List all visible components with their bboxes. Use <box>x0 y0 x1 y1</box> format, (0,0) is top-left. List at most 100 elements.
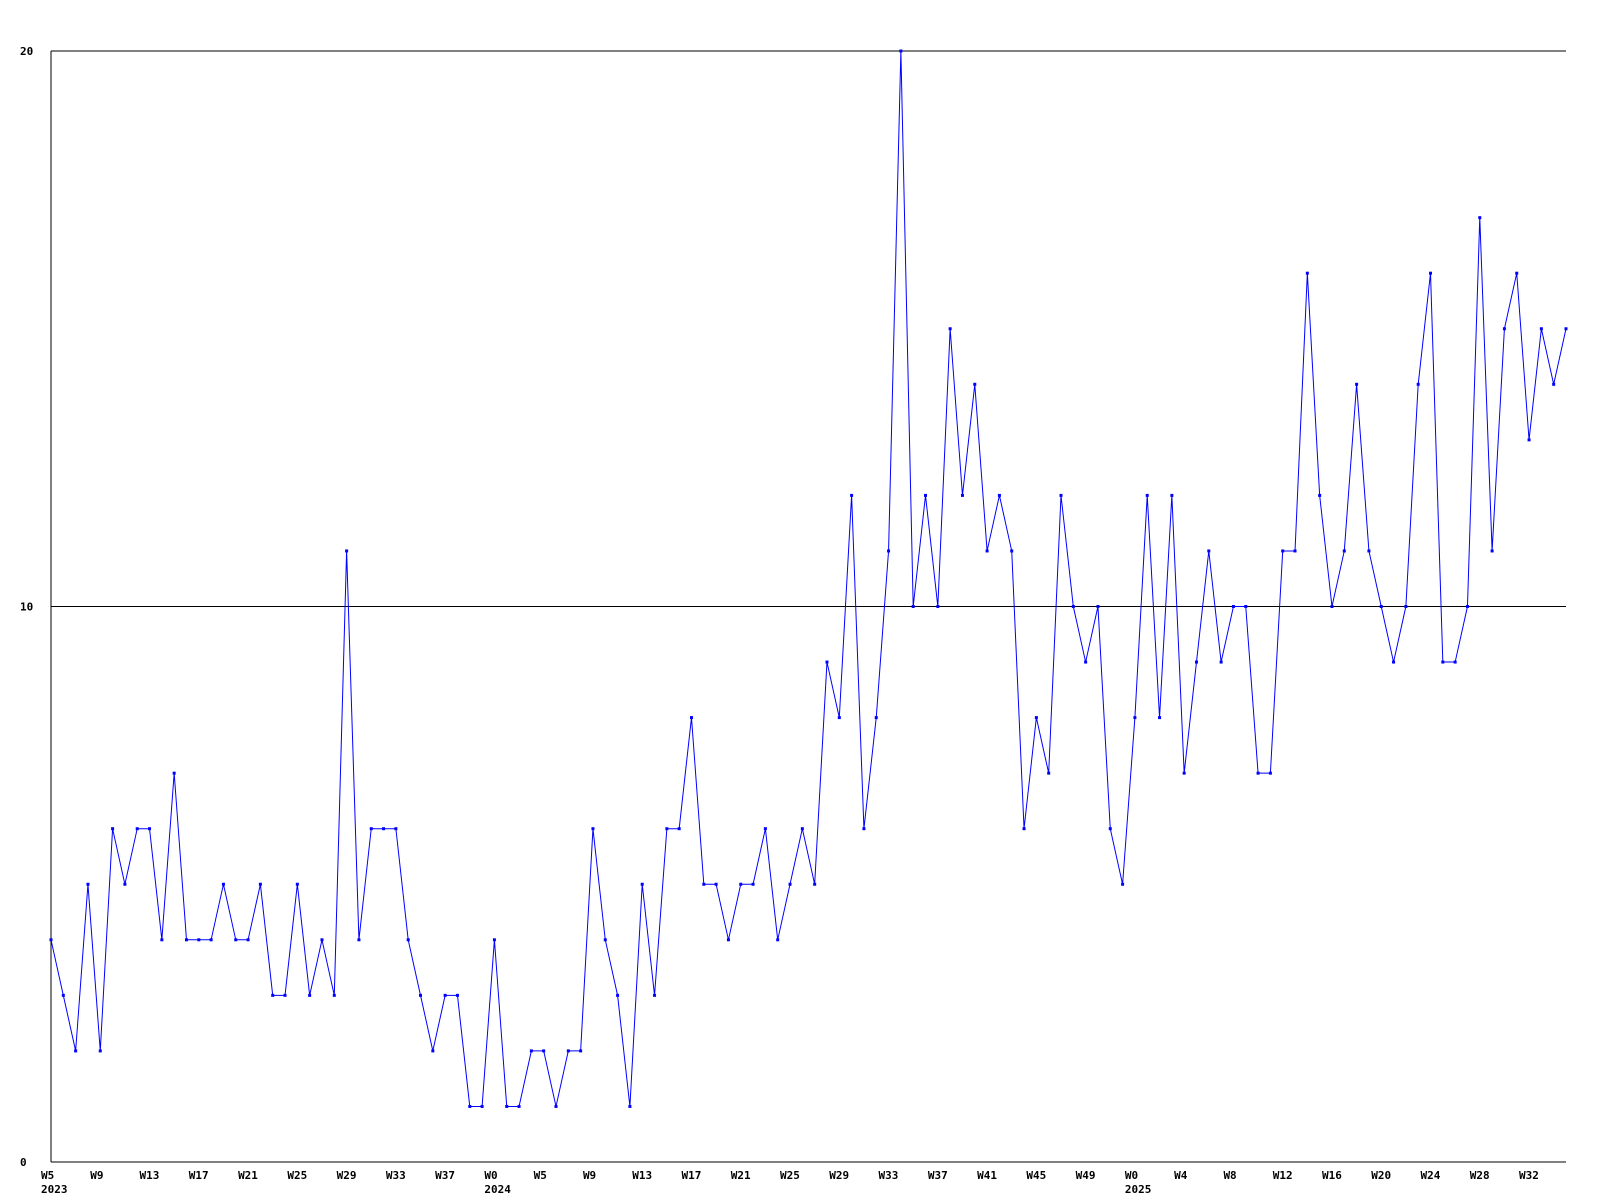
data-point <box>197 938 201 942</box>
data-point <box>1010 549 1014 553</box>
data-point <box>1564 327 1568 331</box>
data-point <box>357 938 361 942</box>
x-tick-label: W21 <box>731 1169 751 1182</box>
data-point <box>492 938 496 942</box>
data-point <box>689 716 693 720</box>
data-point <box>1231 605 1235 608</box>
data-point <box>1059 493 1063 497</box>
data-point <box>924 493 928 497</box>
y-tick-label: 10 <box>20 601 33 614</box>
data-point <box>911 605 915 608</box>
data-point <box>1034 716 1038 720</box>
data-point <box>579 1049 583 1053</box>
x-tick-label: W13 <box>632 1169 652 1182</box>
data-point <box>776 938 780 942</box>
x-tick-label: W13 <box>140 1169 160 1182</box>
data-point <box>332 993 336 997</box>
x-tick-label: W16 <box>1322 1169 1342 1182</box>
data-point <box>345 549 349 553</box>
x-tick-label: W21 <box>238 1169 258 1182</box>
data-point <box>480 1104 484 1108</box>
data-point <box>739 882 743 886</box>
data-point <box>591 827 595 831</box>
y-tick-label: 20 <box>20 45 33 58</box>
data-point <box>887 549 891 553</box>
data-point <box>603 938 607 942</box>
data-point <box>566 1049 570 1053</box>
x-tick-label: W45 <box>1026 1169 1046 1182</box>
data-point <box>529 1049 533 1053</box>
data-point <box>394 827 398 831</box>
data-point <box>874 716 878 720</box>
data-point <box>973 382 977 386</box>
data-point <box>111 827 115 831</box>
data-point <box>455 993 459 997</box>
data-point <box>1133 716 1137 720</box>
x-tick-label: W29 <box>829 1169 849 1182</box>
data-point <box>172 771 176 775</box>
data-point <box>419 993 423 997</box>
data-point <box>221 882 225 886</box>
data-point <box>308 993 312 997</box>
data-point <box>443 993 447 997</box>
data-point <box>702 882 706 886</box>
data-point <box>1108 827 1112 831</box>
x-tick-label: W9 <box>90 1169 103 1182</box>
data-point <box>468 1104 472 1108</box>
data-point <box>960 493 964 497</box>
data-point <box>628 1104 632 1108</box>
data-point <box>1281 549 1285 553</box>
data-point <box>1453 660 1457 664</box>
data-point <box>1047 771 1051 775</box>
data-point <box>382 827 386 831</box>
data-point <box>850 493 854 497</box>
data-point <box>369 827 373 831</box>
data-point <box>320 938 324 942</box>
data-point <box>431 1049 435 1053</box>
data-point <box>1219 660 1223 664</box>
x-tick-label: W0 <box>1125 1169 1138 1182</box>
data-point <box>1367 549 1371 553</box>
data-point <box>1022 827 1026 831</box>
data-point <box>936 605 940 608</box>
x-tick-label: W33 <box>879 1169 899 1182</box>
x-group-label: 2025 <box>1125 1183 1152 1196</box>
x-group-label: 2023 <box>41 1183 68 1196</box>
data-point <box>160 938 164 942</box>
data-point <box>258 882 262 886</box>
data-point <box>1084 660 1088 664</box>
data-point <box>1244 605 1248 608</box>
data-point <box>148 827 152 831</box>
data-point <box>1268 771 1272 775</box>
data-point <box>1096 605 1100 608</box>
data-point <box>271 993 275 997</box>
data-point <box>1330 605 1334 608</box>
data-point <box>1071 605 1075 608</box>
data-point <box>1145 493 1149 497</box>
x-tick-label: W28 <box>1470 1169 1490 1182</box>
data-point <box>677 827 681 831</box>
data-point <box>714 882 718 886</box>
data-point <box>1194 660 1198 664</box>
data-point <box>899 49 903 53</box>
data-point <box>234 938 238 942</box>
data-point <box>123 882 127 886</box>
data-point <box>61 993 65 997</box>
data-point <box>295 882 299 886</box>
x-tick-label: W32 <box>1519 1169 1539 1182</box>
data-point <box>640 882 644 886</box>
data-point <box>665 827 669 831</box>
x-tick-label: W33 <box>386 1169 406 1182</box>
data-point <box>542 1049 546 1053</box>
data-point <box>862 827 866 831</box>
x-tick-label: W49 <box>1076 1169 1096 1182</box>
x-tick-label: W37 <box>435 1169 455 1182</box>
x-tick-label: W12 <box>1273 1169 1293 1182</box>
x-tick-label: W17 <box>681 1169 701 1182</box>
x-tick-label: W4 <box>1174 1169 1188 1182</box>
data-point <box>1478 216 1482 220</box>
data-point <box>517 1104 521 1108</box>
x-tick-label: W25 <box>287 1169 307 1182</box>
data-point <box>135 827 139 831</box>
data-point <box>800 827 804 831</box>
